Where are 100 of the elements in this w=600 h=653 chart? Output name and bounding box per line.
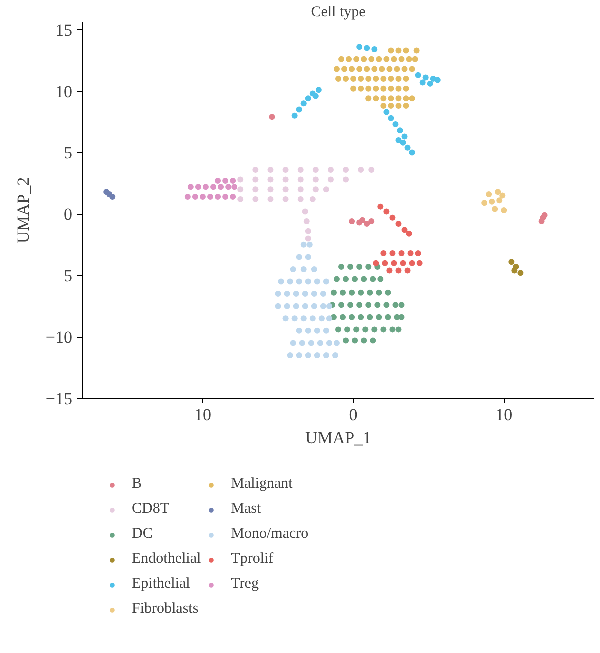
point (282, 166, 289, 173)
point (323, 328, 330, 334)
point (314, 352, 320, 358)
point (388, 48, 394, 54)
point (396, 103, 402, 110)
point (230, 178, 236, 184)
point (290, 340, 296, 346)
point (338, 302, 345, 308)
point (388, 115, 394, 122)
point (300, 242, 307, 248)
point (305, 278, 312, 285)
y-tick-label: 5 (64, 266, 72, 286)
point (282, 176, 289, 183)
point (358, 166, 364, 173)
point (364, 221, 370, 228)
point (489, 198, 496, 205)
point (348, 302, 354, 308)
point (302, 291, 308, 298)
point (482, 200, 488, 206)
point (300, 316, 307, 322)
point (334, 340, 340, 346)
point (486, 192, 492, 198)
point (226, 184, 232, 190)
point (408, 250, 414, 256)
point (282, 196, 289, 202)
point (311, 291, 318, 298)
point (348, 264, 354, 270)
point (323, 186, 330, 193)
point (403, 103, 410, 110)
point (300, 266, 307, 272)
point (299, 340, 306, 346)
legend-label: Malignant (231, 475, 293, 494)
point (308, 340, 314, 346)
legend-label: CD8T (132, 500, 170, 519)
point (360, 217, 366, 224)
point (320, 291, 326, 298)
point (346, 56, 352, 62)
point (312, 93, 319, 100)
point (304, 218, 310, 225)
point (215, 194, 222, 200)
point (296, 106, 302, 113)
point (361, 338, 368, 344)
point (350, 86, 357, 92)
point (293, 291, 300, 298)
point (290, 266, 296, 272)
point (409, 66, 416, 72)
point (342, 66, 348, 72)
point (367, 290, 374, 296)
point (376, 56, 382, 62)
point (396, 48, 402, 54)
point (352, 276, 358, 282)
point (200, 194, 206, 200)
point (415, 250, 422, 256)
point (384, 208, 390, 215)
point (372, 66, 378, 72)
point (334, 276, 340, 282)
point (404, 144, 411, 151)
point (298, 166, 304, 173)
point (252, 186, 259, 193)
point (398, 56, 405, 62)
x-tick-label: 10 (496, 406, 513, 424)
point (282, 186, 289, 193)
point (391, 260, 398, 266)
point (192, 194, 198, 200)
point (366, 76, 372, 82)
point (298, 186, 304, 193)
point (302, 208, 308, 215)
point (343, 176, 350, 183)
point (542, 212, 548, 218)
point (278, 278, 284, 285)
point (512, 268, 518, 274)
point (396, 221, 402, 228)
point (402, 134, 408, 140)
point (317, 340, 324, 346)
point (210, 184, 217, 190)
point (358, 314, 364, 320)
point (420, 80, 426, 86)
point (306, 242, 313, 248)
point (390, 326, 396, 333)
point (508, 259, 515, 266)
point (195, 184, 202, 190)
y-tick-label: 15 (56, 20, 72, 40)
point (326, 340, 332, 346)
point (366, 264, 372, 270)
y-axis-title: UMAP_2 (14, 177, 33, 244)
point (376, 290, 382, 296)
point (372, 46, 378, 53)
point (376, 314, 382, 320)
point (367, 314, 374, 320)
point (358, 290, 364, 296)
point (380, 326, 387, 333)
point (373, 86, 380, 92)
point (330, 290, 337, 296)
point (218, 184, 224, 190)
legend-label: DC (132, 525, 153, 544)
legend-label: Mast (231, 500, 262, 519)
point (202, 184, 209, 190)
point (340, 290, 346, 296)
point (326, 316, 332, 322)
point (396, 137, 402, 144)
